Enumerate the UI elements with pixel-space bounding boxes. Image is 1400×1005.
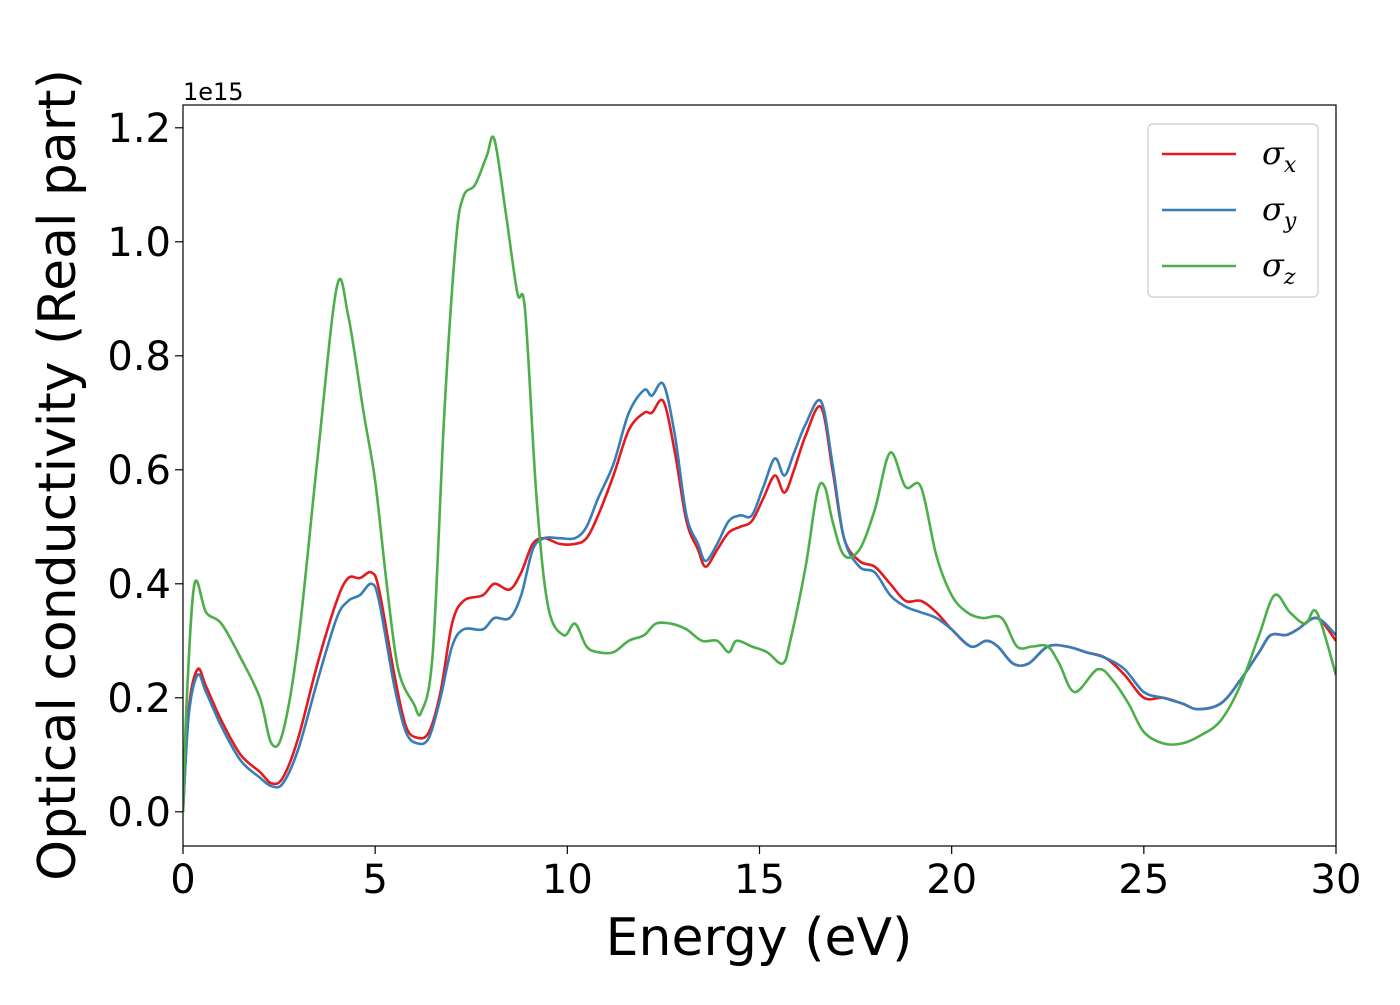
y-axis-offset-label: 1e15: [183, 78, 244, 106]
legend-label-z: σz: [1262, 246, 1296, 290]
legend-label-x: σx: [1262, 134, 1297, 178]
legend-label-y: σy: [1262, 190, 1297, 234]
legend: σx σy σz: [1147, 123, 1319, 298]
x-tick-label: 15: [734, 857, 785, 903]
x-tick-label: 0: [170, 857, 195, 903]
x-tick-label: 20: [926, 857, 977, 903]
y-axis-label: Optical conductivity (Real part): [28, 69, 88, 881]
series-line-z: [183, 135, 1336, 812]
x-tick-label: 10: [542, 857, 593, 903]
x-axis-label: Energy (eV): [606, 908, 913, 968]
y-tick-label: 0.8: [107, 334, 171, 380]
x-tick-label: 5: [362, 857, 387, 903]
y-tick-label: 1.2: [107, 106, 171, 152]
y-tick-label: 0.0: [107, 790, 171, 836]
series-line-y: [183, 381, 1336, 812]
axes: 0 5 10 15 20 25 30 0.0 0.2 0.4 0.6 0.8 1.0 1.2: [107, 104, 1362, 903]
y-tick-label: 0.4: [107, 562, 171, 608]
plot-area: [183, 135, 1336, 812]
y-tick-label: 0.2: [107, 676, 171, 722]
x-tick-label: 30: [1311, 857, 1362, 903]
y-tick-label: 1.0: [107, 220, 171, 266]
x-tick-label: 25: [1118, 857, 1169, 903]
y-tick-label: 0.6: [107, 448, 171, 494]
